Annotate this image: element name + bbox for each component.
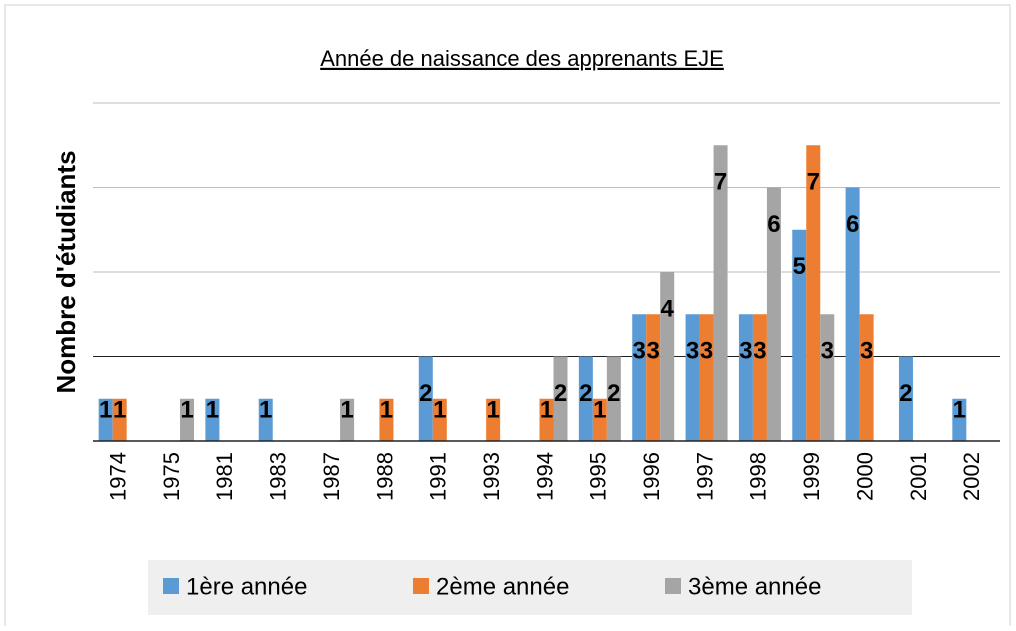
legend-label: 3ème année: [688, 573, 821, 600]
bar: [859, 314, 874, 441]
legend-label: 2ème année: [436, 573, 569, 600]
bar: [632, 314, 647, 441]
x-tick-label: 1999: [799, 452, 824, 501]
data-label: 1: [99, 396, 112, 423]
bar: [820, 314, 835, 441]
legend-box: [148, 560, 912, 615]
bar: [660, 272, 675, 441]
bar: [738, 314, 753, 441]
x-tick-label: 2002: [959, 452, 984, 501]
bar: [340, 398, 355, 441]
x-tick-label: 1987: [319, 452, 344, 501]
data-label: 1: [486, 396, 499, 423]
data-label: 3: [686, 338, 699, 365]
x-tick-label: 2000: [852, 452, 877, 501]
bar: [379, 398, 394, 441]
bar: [418, 356, 433, 441]
data-label: 2: [579, 380, 592, 407]
bar: [258, 398, 273, 441]
data-label: 3: [860, 338, 873, 365]
bar: [685, 314, 700, 441]
data-label: 1: [433, 396, 446, 423]
x-tick-label: 1974: [105, 452, 130, 501]
data-label: 2: [607, 380, 620, 407]
data-label: 2: [554, 380, 567, 407]
data-label: 1: [340, 396, 353, 423]
x-tick-label: 1993: [479, 452, 504, 501]
bar: [98, 398, 113, 441]
x-tick-label: 1996: [639, 452, 664, 501]
bar: [898, 356, 913, 441]
x-tick-label: 1997: [692, 452, 717, 501]
data-label: 3: [647, 338, 660, 365]
legend-label: 1ère année: [186, 573, 307, 600]
data-label: 6: [767, 211, 780, 238]
chart-title: Année de naissance des apprenants EJE: [320, 46, 724, 71]
data-label: 5: [793, 253, 806, 280]
bar: [646, 314, 661, 441]
data-label: 6: [846, 211, 859, 238]
legend-swatch: [163, 578, 179, 594]
data-label: 1: [540, 396, 553, 423]
bar: [752, 314, 767, 441]
bar: [205, 398, 220, 441]
x-tick-label: 1983: [266, 452, 291, 501]
data-label: 3: [739, 338, 752, 365]
data-label: 2: [899, 380, 912, 407]
data-label: 7: [714, 169, 727, 196]
bar: [553, 356, 568, 441]
data-label: 1: [180, 396, 193, 423]
bar: [112, 398, 127, 441]
x-tick-label: 1998: [746, 452, 771, 501]
data-label: 1: [206, 396, 219, 423]
data-label: 3: [633, 338, 646, 365]
x-tick-label: 2001: [906, 452, 931, 501]
y-axis-label: Nombre d'étudiants: [51, 150, 81, 393]
x-tick-label: 1994: [532, 452, 557, 501]
data-label: 1: [380, 396, 393, 423]
bar: [713, 145, 728, 441]
data-label: 3: [821, 338, 834, 365]
data-label: 7: [807, 169, 820, 196]
bar: [766, 187, 781, 441]
bar: [699, 314, 714, 441]
data-label: 2: [419, 380, 432, 407]
bar: [952, 398, 967, 441]
bar: [432, 398, 447, 441]
bar: [845, 187, 860, 441]
data-label: 1: [953, 396, 966, 423]
x-tick-label: 1988: [372, 452, 397, 501]
bar: [606, 356, 621, 441]
bar: [592, 398, 607, 441]
bar: [486, 398, 501, 441]
data-label: 3: [753, 338, 766, 365]
x-tick-label: 1975: [159, 452, 184, 501]
bar: [806, 145, 821, 441]
x-tick-label: 1981: [212, 452, 237, 501]
data-label: 3: [700, 338, 713, 365]
data-label: 1: [259, 396, 272, 423]
legend-swatch: [665, 578, 681, 594]
data-label: 1: [113, 396, 126, 423]
chart-border: [4, 4, 1011, 631]
bar: [539, 398, 554, 441]
x-tick-label: 1991: [426, 452, 451, 501]
legend-swatch: [413, 578, 429, 594]
data-label: 4: [661, 295, 675, 322]
bar: [792, 229, 807, 441]
x-tick-label: 1995: [586, 452, 611, 501]
bar: [180, 398, 195, 441]
data-label: 1: [593, 396, 606, 423]
bar: [578, 356, 593, 441]
